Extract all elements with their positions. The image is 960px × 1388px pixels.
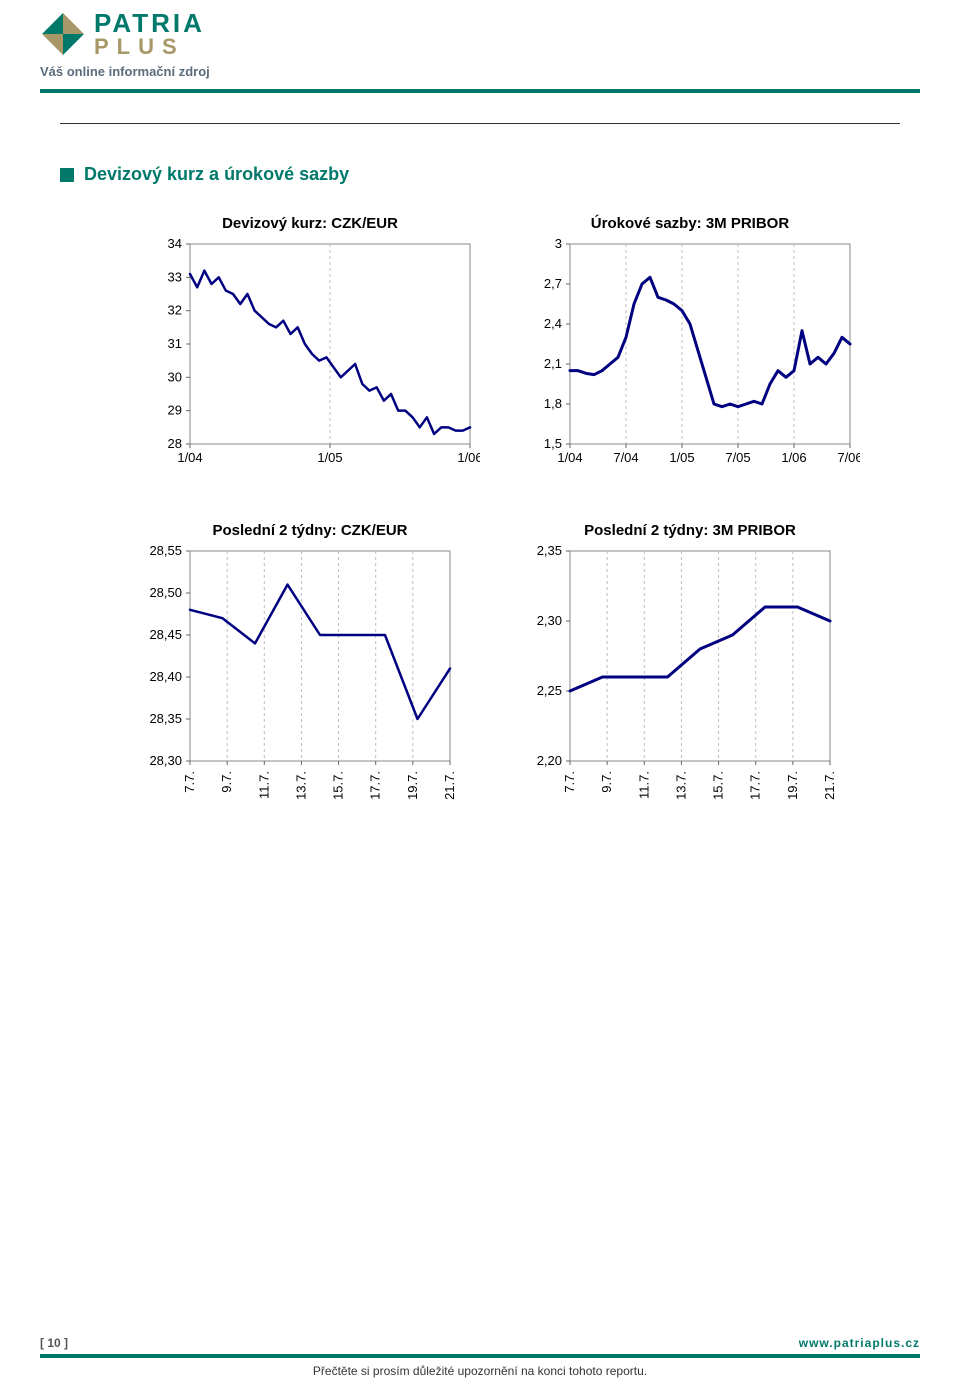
brand-bottom: PLUS	[94, 36, 205, 58]
chart-area: 28,30 28,35 28,40 28,45 28,50 28,55 7.7. 9.7. 11…	[140, 543, 480, 843]
svg-text:32: 32	[168, 303, 182, 318]
chart-area: 1,5 1,8 2,1 2,4 2,7 3 1/04 7/04 1/05 7/05 1/06 7/06	[520, 236, 860, 472]
svg-text:13.7.: 13.7.	[673, 771, 688, 800]
svg-text:1/04: 1/04	[557, 450, 582, 465]
svg-text:1/06: 1/06	[457, 450, 480, 465]
svg-text:19.7.: 19.7.	[405, 771, 420, 800]
svg-text:3: 3	[555, 236, 562, 251]
svg-text:15.7.: 15.7.	[711, 771, 726, 800]
svg-text:1,5: 1,5	[544, 436, 562, 451]
svg-text:1/04: 1/04	[177, 450, 202, 465]
svg-text:2,30: 2,30	[537, 613, 562, 628]
footer-top: [ 10 ] www.patriaplus.cz	[0, 1336, 960, 1350]
svg-text:9.7.: 9.7.	[599, 771, 614, 793]
svg-text:30: 30	[168, 369, 182, 384]
logo-row: PATRIA PLUS	[40, 10, 920, 58]
chart-title: Devizový kurz: CZK/EUR	[222, 215, 398, 232]
svg-text:2,35: 2,35	[537, 543, 562, 558]
chart-czk-eur: Devizový kurz: CZK/EUR 28 29 30 31 32 33 34 1/0…	[140, 215, 480, 472]
header-rule	[40, 89, 920, 93]
svg-text:17.7.: 17.7.	[368, 771, 383, 800]
svg-text:19.7.: 19.7.	[785, 771, 800, 800]
svg-text:28: 28	[168, 436, 182, 451]
svg-text:29: 29	[168, 403, 182, 418]
svg-text:33: 33	[168, 269, 182, 284]
svg-text:21.7.: 21.7.	[822, 771, 837, 800]
svg-text:7.7.: 7.7.	[562, 771, 577, 793]
svg-text:7/05: 7/05	[725, 450, 750, 465]
svg-text:1,8: 1,8	[544, 396, 562, 411]
charts-row-1: Devizový kurz: CZK/EUR 28 29 30 31 32 33 34 1/0…	[60, 215, 900, 472]
svg-text:28,30: 28,30	[149, 753, 182, 768]
svg-text:7/04: 7/04	[613, 450, 638, 465]
section: Devizový kurz a úrokové sazby Devizový k…	[0, 164, 960, 843]
chart-title: Poslední 2 týdny: 3M PRIBOR	[584, 522, 796, 539]
svg-text:1/06: 1/06	[781, 450, 806, 465]
svg-text:11.7.: 11.7.	[256, 771, 271, 799]
footer-note: Přečtěte si prosím důležité upozornění n…	[0, 1358, 960, 1388]
chart-area: 28 29 30 31 32 33 34 1/04 1/05 1/06	[140, 236, 480, 472]
logo-icon	[40, 11, 86, 57]
svg-text:31: 31	[168, 336, 182, 351]
svg-text:28,50: 28,50	[149, 585, 182, 600]
chart-pribor: Úrokové sazby: 3M PRIBOR 1,5 1,8 2,1 2,4 2,7…	[520, 215, 860, 472]
section-bullet-icon	[60, 168, 74, 182]
svg-text:28,40: 28,40	[149, 669, 182, 684]
brand-top: PATRIA	[94, 10, 205, 36]
svg-text:15.7.: 15.7.	[331, 771, 346, 800]
svg-text:28,35: 28,35	[149, 711, 182, 726]
brand-text: PATRIA PLUS	[94, 10, 205, 58]
chart-czk-eur-2w: Poslední 2 týdny: CZK/EUR 28,30 28,35 28,4…	[140, 522, 480, 843]
tagline: Váš online informační zdroj	[40, 64, 920, 79]
svg-text:1/05: 1/05	[317, 450, 342, 465]
footer: [ 10 ] www.patriaplus.cz Přečtěte si pro…	[0, 1336, 960, 1388]
svg-text:28,45: 28,45	[149, 627, 182, 642]
svg-text:11.7.: 11.7.	[636, 771, 651, 799]
svg-text:17.7.: 17.7.	[748, 771, 763, 800]
page: PATRIA PLUS Váš online informační zdroj …	[0, 0, 960, 1388]
header: PATRIA PLUS Váš online informační zdroj	[0, 0, 960, 79]
thin-rule	[60, 123, 900, 124]
svg-text:7.7.: 7.7.	[182, 771, 197, 793]
chart-title: Úrokové sazby: 3M PRIBOR	[591, 215, 789, 232]
chart-area: 2,20 2,25 2,30 2,35 7.7. 9.7. 11.7. 13.7. 15.7. 1…	[520, 543, 860, 843]
charts-row-2: Poslední 2 týdny: CZK/EUR 28,30 28,35 28,4…	[60, 522, 900, 843]
section-title-row: Devizový kurz a úrokové sazby	[60, 164, 900, 185]
svg-text:2,1: 2,1	[544, 356, 562, 371]
svg-text:2,25: 2,25	[537, 683, 562, 698]
page-number: [ 10 ]	[40, 1336, 68, 1350]
svg-text:21.7.: 21.7.	[442, 771, 457, 800]
svg-text:28,55: 28,55	[149, 543, 182, 558]
svg-text:13.7.: 13.7.	[293, 771, 308, 800]
svg-text:7/06: 7/06	[837, 450, 860, 465]
chart-title: Poslední 2 týdny: CZK/EUR	[212, 522, 407, 539]
svg-text:1/05: 1/05	[669, 450, 694, 465]
svg-text:2,7: 2,7	[544, 276, 562, 291]
chart-pribor-2w: Poslední 2 týdny: 3M PRIBOR 2,20 2,25 2,30…	[520, 522, 860, 843]
svg-text:2,20: 2,20	[537, 753, 562, 768]
site-url: www.patriaplus.cz	[799, 1336, 920, 1350]
svg-text:34: 34	[168, 236, 182, 251]
svg-text:2,4: 2,4	[544, 316, 562, 331]
svg-text:9.7.: 9.7.	[219, 771, 234, 793]
section-title: Devizový kurz a úrokové sazby	[84, 164, 349, 185]
